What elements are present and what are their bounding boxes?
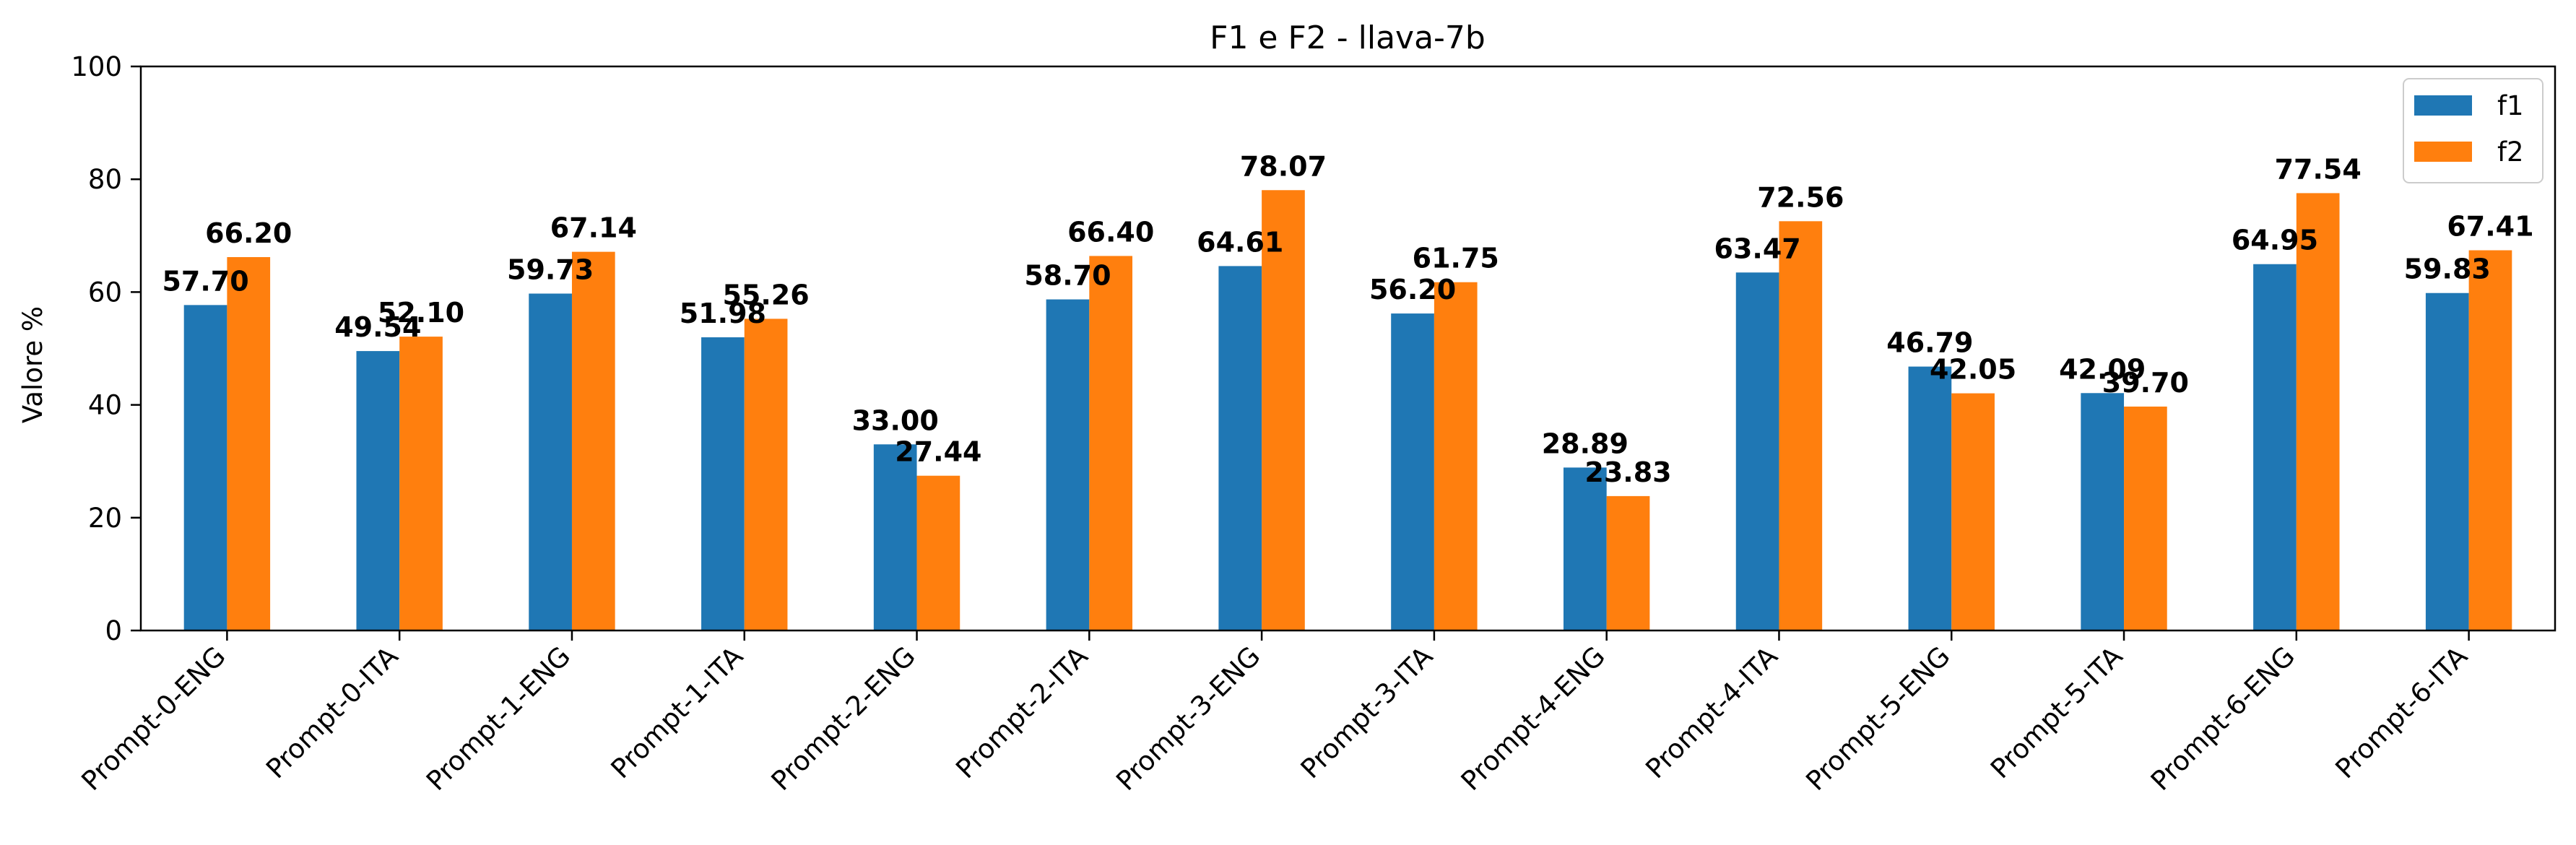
bar-f2-prompt-1-eng (571, 251, 615, 630)
value-label-f2-prompt-6-eng: 77.54 (2275, 153, 2362, 185)
value-label-f1-prompt-1-eng: 59.73 (507, 254, 594, 286)
legend-label-f2: f2 (2497, 136, 2524, 168)
bar-f1-prompt-5-eng (1908, 366, 1952, 630)
value-label-f2-prompt-1-ita: 55.26 (722, 279, 809, 311)
value-label-f2-prompt-6-ita: 67.41 (2447, 211, 2533, 243)
value-label-f1-prompt-1-ita: 51.98 (680, 298, 766, 329)
value-label-f2-prompt-3-eng: 78.07 (1240, 150, 1327, 182)
value-label-f1-prompt-6-eng: 64.95 (2232, 225, 2318, 256)
value-label-f2-prompt-3-ita: 61.75 (1413, 243, 1499, 274)
bar-f1-prompt-4-ita (1735, 272, 1779, 630)
value-label-f2-prompt-0-eng: 66.20 (205, 217, 292, 249)
x-tick-label: Prompt-1-ENG (420, 641, 576, 797)
bar-f2-prompt-3-ita (1434, 282, 1478, 630)
bar-f2-prompt-0-eng (227, 256, 271, 630)
value-label-f1-prompt-6-ita: 59.83 (2404, 254, 2491, 285)
value-label-f1-prompt-2-eng: 33.00 (852, 404, 939, 436)
x-tick-label: Prompt-4-ENG (1455, 641, 1611, 797)
value-label-f2-prompt-4-eng: 23.83 (1584, 456, 1671, 488)
value-labels-layer: 57.70 49.54 59.73 51.98 33.00 58.70 64.61 56.20… (162, 150, 2533, 488)
bar-f2-prompt-6-ita (2468, 250, 2512, 630)
legend-label-f1: f1 (2497, 90, 2524, 121)
value-label-f2-prompt-5-eng: 42.05 (1930, 354, 2016, 386)
y-tick-label: 40 (88, 390, 122, 421)
bar-f1-prompt-6-ita (2425, 292, 2469, 630)
bar-f1-prompt-2-ita (1046, 299, 1090, 630)
chart-title: F1 e F2 - llava-7b (1210, 20, 1486, 56)
bar-f2-prompt-2-ita (1089, 256, 1133, 630)
x-tick-label: Prompt-0-ENG (76, 641, 232, 797)
bar-f1-prompt-0-eng (183, 305, 227, 630)
y-tick-label: 80 (88, 164, 122, 195)
x-tick-label: Prompt-2-ITA (950, 641, 1093, 784)
y-tick-label: 0 (105, 615, 122, 646)
y-axis-label: Valore % (17, 306, 48, 423)
y-axis: 0 20 40 60 80 100 (71, 51, 141, 646)
value-label-f1-prompt-3-ita: 56.20 (1369, 274, 1456, 306)
bar-f2-prompt-2-eng (916, 475, 960, 630)
legend-swatch-f1 (2414, 95, 2472, 116)
value-label-f2-prompt-1-eng: 67.14 (550, 212, 637, 244)
value-label-f1-prompt-0-ita: 49.54 (334, 311, 421, 343)
value-label-f1-prompt-3-eng: 64.61 (1197, 226, 1283, 258)
bar-f2-prompt-5-eng (1951, 393, 1995, 630)
bar-f1-prompt-6-eng (2253, 264, 2297, 630)
bar-f1-prompt-0-ita (356, 351, 400, 630)
x-tick-label: Prompt-4-ITA (1639, 641, 1783, 784)
y-tick-label: 100 (71, 51, 122, 82)
value-label-f2-prompt-4-ita: 72.56 (1757, 181, 1844, 213)
value-label-f1-prompt-0-eng: 57.70 (162, 265, 248, 297)
y-tick-label: 60 (88, 277, 122, 308)
bar-f1-prompt-3-ita (1391, 313, 1434, 630)
value-label-f1-prompt-4-ita: 63.47 (1714, 233, 1801, 264)
bar-f2-prompt-3-eng (1262, 190, 1305, 630)
bar-f2-prompt-5-ita (2124, 406, 2167, 630)
x-tick-label: Prompt-1-ITA (605, 641, 749, 784)
value-label-f1-prompt-4-eng: 28.89 (1542, 428, 1629, 459)
x-tick-label: Prompt-3-ITA (1295, 641, 1439, 784)
plot-area-frame (139, 65, 2557, 632)
x-tick-label: Prompt-6-ITA (2330, 641, 2473, 784)
value-label-f1-prompt-5-eng: 46.79 (1886, 327, 1973, 359)
bar-f1-prompt-3-eng (1218, 266, 1262, 630)
bar-f1-prompt-1-ita (701, 337, 745, 630)
bar-f2-prompt-4-ita (1779, 221, 1823, 630)
value-label-f2-prompt-2-ita: 66.40 (1067, 216, 1154, 248)
bar-f1-prompt-5-ita (2081, 393, 2125, 630)
bar-f2-prompt-4-eng (1606, 495, 1650, 630)
x-tick-label: Prompt-3-ENG (1110, 641, 1266, 797)
x-tick-label: Prompt-6-ENG (2145, 641, 2301, 797)
y-tick-label: 20 (88, 503, 122, 534)
bar-f1-prompt-4-eng (1563, 467, 1607, 630)
value-label-f1-prompt-2-ita: 58.70 (1024, 260, 1111, 292)
x-tick-label: Prompt-5-ENG (1800, 641, 1956, 797)
value-label-f2-prompt-2-eng: 27.44 (895, 436, 981, 468)
bar-f2-prompt-6-eng (2296, 193, 2340, 630)
bar-f2-prompt-0-ita (399, 337, 443, 630)
bar-f1-prompt-2-eng (873, 444, 917, 630)
x-tick-label: Prompt-2-ENG (766, 641, 921, 797)
value-label-f2-prompt-0-ita: 52.10 (378, 297, 464, 329)
x-tick-label: Prompt-0-ITA (260, 641, 404, 784)
value-label-f1-prompt-5-ita: 42.09 (2059, 353, 2146, 385)
value-label-f2-prompt-5-ita: 39.70 (2102, 367, 2189, 399)
x-axis: Prompt-0-ENG Prompt-0-ITA Prompt-1-ENG Prom… (76, 630, 2473, 797)
legend-swatch-f2 (2414, 142, 2472, 162)
bars-layer (183, 190, 2512, 630)
bar-f1-prompt-1-eng (529, 293, 572, 630)
bar-f2-prompt-1-ita (744, 318, 788, 630)
x-tick-label: Prompt-5-ITA (1985, 641, 2128, 784)
